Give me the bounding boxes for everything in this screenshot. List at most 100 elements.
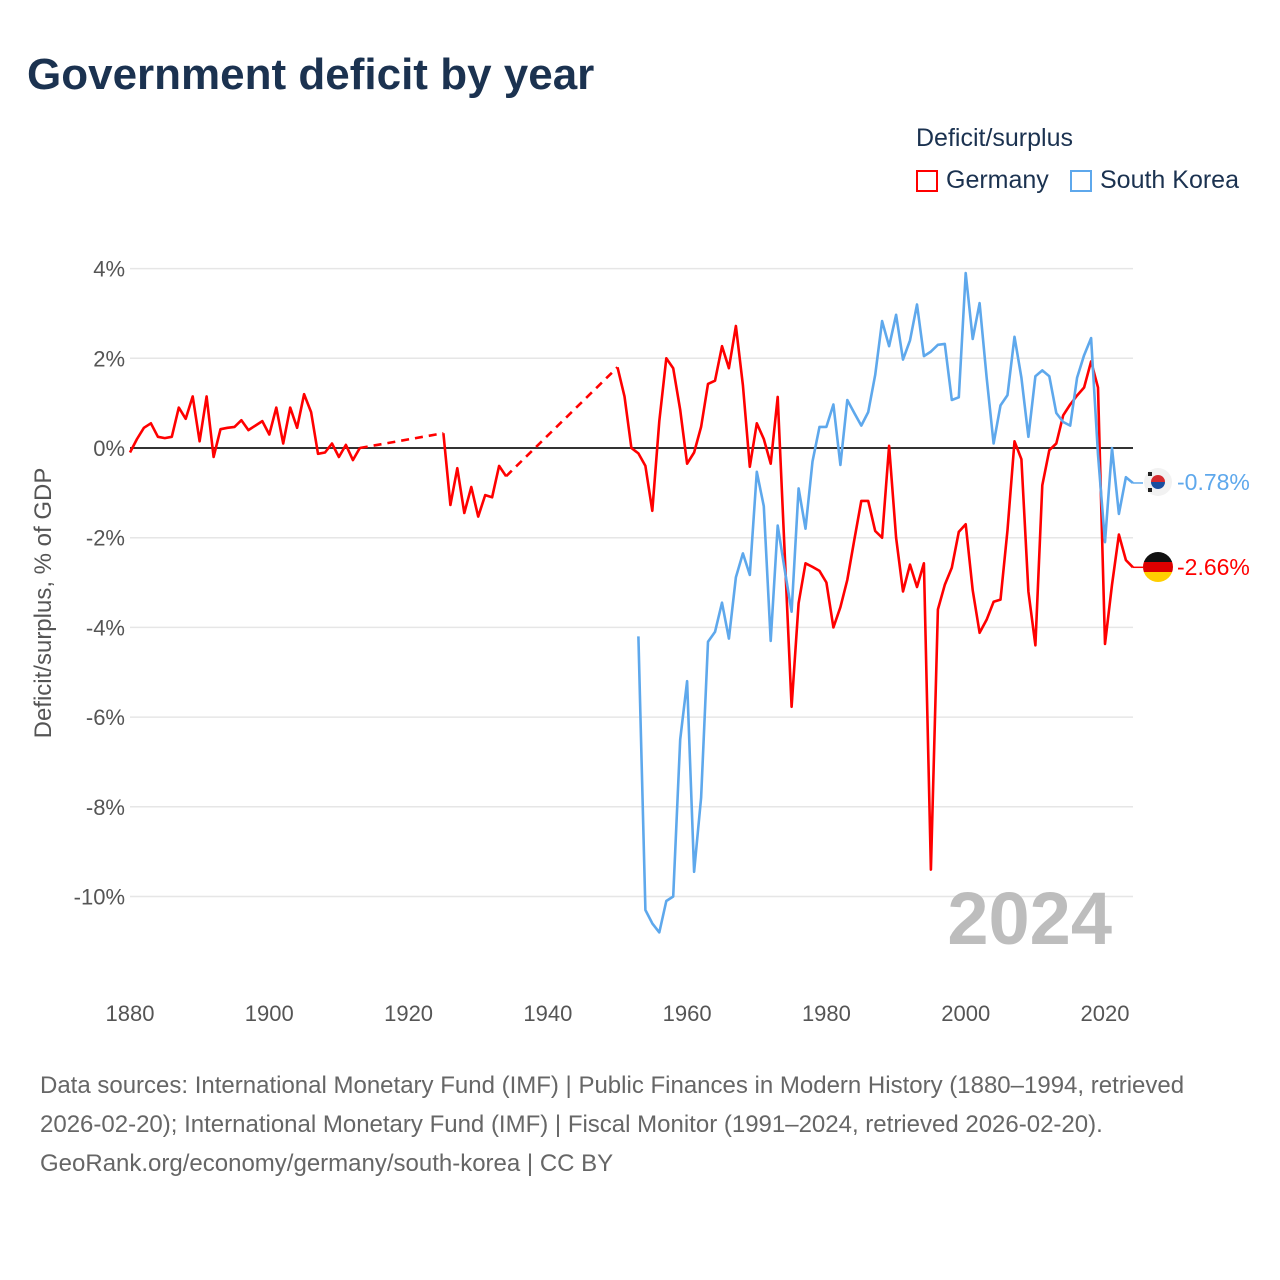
- south-korea-point[interactable]: [1102, 539, 1108, 545]
- germany-point[interactable]: [315, 451, 321, 457]
- germany-point[interactable]: [872, 528, 878, 534]
- germany-point[interactable]: [134, 436, 140, 442]
- germany-point[interactable]: [301, 391, 307, 397]
- germany-point[interactable]: [1109, 582, 1115, 588]
- germany-point[interactable]: [928, 867, 934, 873]
- germany-point[interactable]: [1046, 447, 1052, 453]
- germany-point[interactable]: [496, 463, 502, 469]
- south-korea-point[interactable]: [726, 636, 732, 642]
- south-korea-point[interactable]: [977, 300, 983, 306]
- germany-point[interactable]: [259, 418, 265, 424]
- south-korea-point[interactable]: [823, 424, 829, 430]
- south-korea-point[interactable]: [1011, 334, 1017, 340]
- south-korea-point[interactable]: [921, 353, 927, 359]
- germany-point[interactable]: [1011, 438, 1017, 444]
- legend-item-germany[interactable]: Germany: [916, 166, 1049, 195]
- germany-point[interactable]: [336, 454, 342, 460]
- germany-point[interactable]: [977, 630, 983, 636]
- germany-point[interactable]: [963, 521, 969, 527]
- germany-point[interactable]: [684, 461, 690, 467]
- germany-point[interactable]: [252, 423, 258, 429]
- credit-link[interactable]: GeoRank.org/economy/germany/south-korea …: [40, 1150, 614, 1177]
- germany-point[interactable]: [482, 492, 488, 498]
- germany-point[interactable]: [1032, 642, 1038, 648]
- south-korea-point[interactable]: [712, 629, 718, 635]
- germany-point[interactable]: [907, 562, 913, 568]
- south-korea-point[interactable]: [851, 410, 857, 416]
- germany-point[interactable]: [726, 365, 732, 371]
- germany-point[interactable]: [719, 343, 725, 349]
- germany-point[interactable]: [273, 405, 279, 411]
- germany-point[interactable]: [1005, 527, 1011, 533]
- germany-point[interactable]: [810, 564, 816, 570]
- germany-point[interactable]: [308, 409, 314, 415]
- germany-point[interactable]: [1123, 557, 1129, 563]
- germany-point[interactable]: [190, 393, 196, 399]
- south-korea-point[interactable]: [789, 609, 795, 615]
- south-korea-point[interactable]: [963, 270, 969, 276]
- germany-point[interactable]: [642, 463, 648, 469]
- germany-point[interactable]: [183, 416, 189, 422]
- south-korea-point[interactable]: [928, 349, 934, 355]
- south-korea-point[interactable]: [1116, 511, 1122, 517]
- germany-point[interactable]: [245, 427, 251, 433]
- germany-point[interactable]: [649, 508, 655, 514]
- south-korea-point[interactable]: [1123, 474, 1129, 480]
- germany-point[interactable]: [628, 445, 634, 451]
- south-korea-point[interactable]: [670, 894, 676, 900]
- germany-point[interactable]: [656, 418, 662, 424]
- germany-point[interactable]: [956, 529, 962, 535]
- germany-point[interactable]: [1053, 441, 1059, 447]
- south-korea-point[interactable]: [1081, 352, 1087, 358]
- germany-point[interactable]: [280, 441, 286, 447]
- germany-point[interactable]: [1102, 641, 1108, 647]
- germany-point[interactable]: [343, 442, 349, 448]
- germany-point[interactable]: [816, 568, 822, 574]
- south-korea-point[interactable]: [1039, 367, 1045, 373]
- south-korea-point[interactable]: [1109, 445, 1115, 451]
- germany-point[interactable]: [475, 514, 481, 520]
- germany-point[interactable]: [635, 450, 641, 456]
- south-korea-point[interactable]: [1046, 373, 1052, 379]
- germany-point[interactable]: [1018, 456, 1024, 462]
- germany-point[interactable]: [949, 565, 955, 571]
- south-korea-point[interactable]: [663, 898, 669, 904]
- germany-point[interactable]: [879, 535, 885, 541]
- germany-point[interactable]: [127, 449, 133, 455]
- germany-point[interactable]: [287, 405, 293, 411]
- germany-point[interactable]: [162, 435, 168, 441]
- germany-point[interactable]: [197, 438, 203, 444]
- germany-point[interactable]: [1081, 384, 1087, 390]
- germany-point[interactable]: [844, 577, 850, 583]
- south-korea-point[interactable]: [1032, 373, 1038, 379]
- germany-point[interactable]: [886, 443, 892, 449]
- germany-point[interactable]: [447, 502, 453, 508]
- germany-point[interactable]: [329, 441, 335, 447]
- south-korea-point[interactable]: [740, 550, 746, 556]
- germany-point[interactable]: [663, 355, 669, 361]
- south-korea-point[interactable]: [747, 572, 753, 578]
- germany-point[interactable]: [698, 424, 704, 430]
- germany-point[interactable]: [440, 430, 446, 436]
- south-korea-point[interactable]: [872, 372, 878, 378]
- south-korea-point[interactable]: [998, 402, 1004, 408]
- south-korea-point[interactable]: [691, 869, 697, 875]
- germany-point[interactable]: [747, 464, 753, 470]
- germany-point[interactable]: [322, 449, 328, 455]
- germany-point[interactable]: [238, 417, 244, 423]
- germany-point[interactable]: [357, 445, 363, 451]
- south-korea-point[interactable]: [949, 397, 955, 403]
- south-korea-point[interactable]: [984, 374, 990, 380]
- germany-point[interactable]: [211, 454, 217, 460]
- south-korea-point[interactable]: [684, 678, 690, 684]
- germany-point[interactable]: [942, 582, 948, 588]
- germany-point[interactable]: [998, 597, 1004, 603]
- germany-point[interactable]: [231, 424, 237, 430]
- germany-point[interactable]: [225, 425, 231, 431]
- south-korea-point[interactable]: [754, 469, 760, 475]
- south-korea-point[interactable]: [970, 336, 976, 342]
- south-korea-point[interactable]: [649, 920, 655, 926]
- germany-point[interactable]: [796, 600, 802, 606]
- germany-point[interactable]: [468, 484, 474, 490]
- germany-point[interactable]: [830, 624, 836, 630]
